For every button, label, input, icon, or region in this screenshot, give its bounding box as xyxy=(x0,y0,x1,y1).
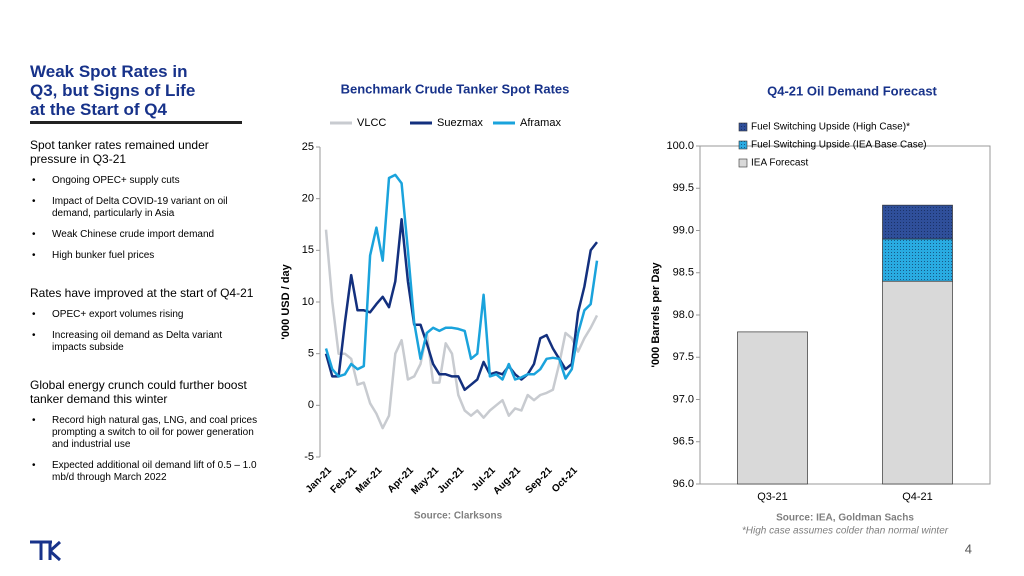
legend-swatch xyxy=(738,158,748,168)
bullet-text: Record high natural gas, LNG, and coal p… xyxy=(52,415,258,450)
y-tick-label: 15 xyxy=(302,244,314,256)
bullet-dot: • xyxy=(32,196,36,207)
bullet-dot: • xyxy=(32,175,36,186)
bullet-text: Ongoing OPEC+ supply cuts xyxy=(52,175,180,186)
bullet-list: • OPEC+ export volumes rising • Increasing … xyxy=(30,309,258,354)
bullet: • Ongoing OPEC+ supply cuts xyxy=(30,175,258,187)
bar-segment xyxy=(737,331,808,485)
bullet-text: High bunker fuel prices xyxy=(52,250,155,261)
bullet-text: Increasing oil demand as Delta variant i… xyxy=(52,330,223,353)
legend-label: Aframax xyxy=(520,117,561,129)
y-tick-label: 100.0 xyxy=(666,140,694,152)
bullet: • High bunker fuel prices xyxy=(30,250,258,262)
bullet: • OPEC+ export volumes rising xyxy=(30,309,258,321)
bullet-list: • Record high natural gas, LNG, and coal … xyxy=(30,415,258,484)
y-axis-label: '000 USD / day xyxy=(280,263,292,339)
bullet-dot: • xyxy=(32,460,36,471)
y-tick-label: 0 xyxy=(308,399,314,411)
y-tick-label: 97.5 xyxy=(673,351,694,363)
title-line: Q3, but Signs of Life xyxy=(30,81,196,100)
y-tick-label: 99.5 xyxy=(673,182,694,194)
logo-mark xyxy=(30,540,62,562)
y-tick-label: 10 xyxy=(302,296,314,308)
bullet-dot: • xyxy=(32,250,36,261)
section-heading: Rates have improved at the start of Q4-2… xyxy=(30,286,254,300)
y-tick-label: 25 xyxy=(302,141,314,153)
x-tick-label: Q4-21 xyxy=(902,491,933,503)
chart-source: Source: IEA, Goldman Sachs xyxy=(776,513,914,524)
y-tick-label: 5 xyxy=(308,348,314,360)
legend-swatch xyxy=(738,140,748,150)
x-tick-label: May-21 xyxy=(409,465,441,497)
x-tick-label: Jan-21 xyxy=(304,465,334,495)
bullet-list: • Ongoing OPEC+ supply cuts • Impact of Del… xyxy=(30,175,258,262)
bullet: • Expected additional oil demand lift of … xyxy=(30,460,258,484)
chart-source: Source: Clarksons xyxy=(414,511,503,522)
x-tick-label: Sep-21 xyxy=(524,465,555,496)
bullet: • Record high natural gas, LNG, and coal … xyxy=(30,415,258,451)
x-tick-label: Aug-21 xyxy=(491,465,523,497)
x-tick-label: Q3-21 xyxy=(757,491,788,503)
section: Global energy crunch could further boost… xyxy=(30,378,258,484)
y-tick-label: -5 xyxy=(304,451,314,463)
bar-segment xyxy=(882,204,953,240)
title-line: at the Start of Q4 xyxy=(30,100,167,119)
bullet-dot: • xyxy=(32,415,36,426)
x-tick-label: Feb-21 xyxy=(329,465,360,496)
series-line xyxy=(324,218,598,392)
legend-label: Fuel Switching Upside (High Case)* xyxy=(751,122,910,133)
x-tick-label: Jun-21 xyxy=(436,465,467,496)
section: Rates have improved at the start of Q4-2… xyxy=(30,286,258,354)
y-tick-label: 20 xyxy=(302,193,314,205)
section-heading: Global energy crunch could further boost… xyxy=(30,378,247,406)
section: Spot tanker rates remained under pressur… xyxy=(30,138,258,262)
bullet-text: Impact of Delta COVID-19 variant on oil … xyxy=(52,196,228,219)
y-tick-label: 96.5 xyxy=(673,436,694,448)
bullet-dot: • xyxy=(32,229,36,240)
bullet-text: Expected additional oil demand lift of 0… xyxy=(52,460,257,483)
x-tick-label: Oct-21 xyxy=(550,465,580,495)
title-line: Weak Spot Rates in xyxy=(30,62,188,81)
sections: Spot tanker rates remained under pressur… xyxy=(30,138,258,484)
chart-title: Q4-21 Oil Demand Forecast xyxy=(767,83,937,98)
legend-label: VLCC xyxy=(357,117,386,129)
x-tick-label: Mar-21 xyxy=(354,465,385,496)
y-axis-label: '000 Barrels per Day xyxy=(650,261,662,367)
y-tick-label: 98.5 xyxy=(673,267,694,279)
legend-label: Fuel Switching Upside (IEA Base Case) xyxy=(751,140,927,151)
section-heading: Spot tanker rates remained under pressur… xyxy=(30,138,209,166)
bullet-dot: • xyxy=(32,309,36,320)
bullet: • Increasing oil demand as Delta variant … xyxy=(30,330,258,354)
bullet: • Impact of Delta COVID-19 variant on oil… xyxy=(30,196,258,220)
chart-title: Benchmark Crude Tanker Spot Rates xyxy=(341,81,570,96)
bullet: • Weak Chinese crude import demand xyxy=(30,229,258,241)
bullet-text: Weak Chinese crude import demand xyxy=(52,229,215,240)
bullet-text: OPEC+ export volumes rising xyxy=(52,309,184,320)
bar-segment xyxy=(882,238,953,282)
series-line xyxy=(324,173,599,381)
logo xyxy=(30,540,62,562)
y-tick-label: 98.0 xyxy=(673,309,694,321)
legend-label: IEA Forecast xyxy=(751,158,808,169)
bar-segment xyxy=(882,280,953,485)
series-line xyxy=(324,229,599,430)
legend-swatch xyxy=(738,122,748,132)
page-number: 4 xyxy=(965,541,972,556)
slide-title: Weak Spot Rates in Q3, but Signs of Life a… xyxy=(30,62,242,124)
bullet-dot: • xyxy=(32,330,36,341)
left-column: Weak Spot Rates in Q3, but Signs of Life a… xyxy=(30,62,258,484)
chart-note: *High case assumes colder than normal wi… xyxy=(742,526,949,537)
y-tick-label: 99.0 xyxy=(673,224,694,236)
legend-label: Suezmax xyxy=(437,117,483,129)
y-tick-label: 96.0 xyxy=(673,478,694,490)
y-tick-label: 97.0 xyxy=(673,393,694,405)
